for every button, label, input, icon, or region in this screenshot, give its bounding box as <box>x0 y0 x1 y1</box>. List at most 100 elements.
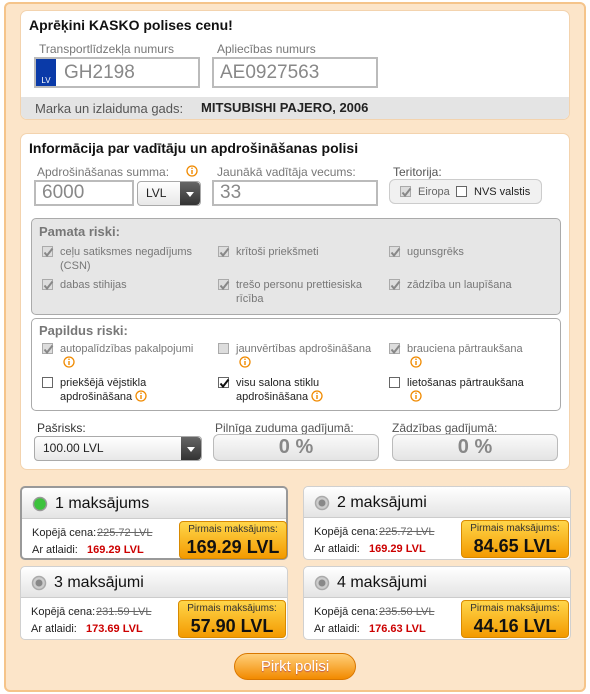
check <box>43 344 54 355</box>
buy-button[interactable]: Pirkt polisi <box>234 653 356 680</box>
icon-part <box>191 170 193 174</box>
icon-part <box>415 392 417 394</box>
payment-card[interactable]: 4 maksājumi Kopējā cena: 235.50 LVL Ar atla… <box>303 566 571 640</box>
info-icon <box>239 356 251 368</box>
first-payment: Pirmais maksājums: 169.29 LVL <box>179 521 287 559</box>
checkbox[interactable] <box>42 377 53 388</box>
payment-card[interactable]: 2 maksājumi Kopējā cena: 225.72 LVL Ar atla… <box>303 486 571 560</box>
checkbox <box>389 343 401 355</box>
check <box>219 378 230 389</box>
total: 225.72 LVL <box>379 526 435 538</box>
sum-input[interactable]: 6000 <box>34 180 134 206</box>
label: Pilnīga zuduma gadījumā: <box>215 421 354 435</box>
check-mark <box>219 247 230 258</box>
checkbox <box>218 343 229 354</box>
icon-part <box>68 361 70 365</box>
currency-select[interactable]: LVL <box>137 181 201 206</box>
info-icon <box>186 165 198 177</box>
info[interactable] <box>63 356 77 368</box>
icon-part <box>244 361 246 365</box>
total: 235.50 LVL <box>379 606 435 618</box>
vehicle-input[interactable]: GH2198 <box>34 57 200 88</box>
risk-label: autopalīdzības pakalpojumi <box>60 342 200 370</box>
flag-label: LV <box>41 76 51 85</box>
icon-part <box>415 361 417 365</box>
icon-part <box>191 167 193 169</box>
checkbox <box>389 246 401 258</box>
risk-label: brauciena pārtraukšana <box>407 342 527 370</box>
check-mark <box>401 187 412 198</box>
discount-label: Ar atlaidi: <box>314 543 360 555</box>
payment-card[interactable]: 3 maksājumi Kopējā cena: 231.59 LVL Ar atla… <box>20 566 288 640</box>
label: Apliecības numurs <box>217 42 316 56</box>
info[interactable] <box>311 390 325 402</box>
risk-text: lietošanas pārtraukšana <box>407 377 524 389</box>
eu-flag: LV <box>36 59 56 86</box>
radio <box>32 496 48 512</box>
risk-text: priekšējā vējstikla apdrošināšana <box>60 377 147 403</box>
info[interactable] <box>239 356 253 368</box>
radio <box>314 575 330 591</box>
info-icon <box>410 390 422 402</box>
total-label: Kopējā cena: <box>314 606 379 618</box>
icon-part <box>32 496 48 512</box>
check-mark <box>43 344 54 355</box>
total: 225.72 LVL <box>97 527 153 539</box>
checkbox <box>42 246 54 258</box>
info[interactable] <box>410 356 424 368</box>
cert-input[interactable]: AE0927563 <box>212 57 378 88</box>
payment-card[interactable]: 1 maksājums Kopējā cena: 225.72 LVL Ar atla… <box>20 486 288 560</box>
label: Transportlīdzekļa numurs <box>39 42 174 56</box>
check-mark <box>219 280 230 291</box>
vehicle-panel: Aprēķini KASKO polises cenu! Transportlī… <box>20 10 570 120</box>
check-mark <box>43 280 54 291</box>
checkbox <box>400 186 412 198</box>
first-payment: Pirmais maksājums: 57.90 LVL <box>178 600 286 638</box>
discount-label: Ar atlaidi: <box>32 544 78 556</box>
policy-panel: Informācija par vadītāju un apdrošināšan… <box>20 133 570 470</box>
card-header: 4 maksājumi <box>304 567 570 598</box>
checkbox <box>42 343 54 355</box>
first-label: Pirmais maksājums: <box>470 523 560 534</box>
first-label: Pirmais maksājums: <box>187 603 277 614</box>
check <box>390 247 401 258</box>
info[interactable] <box>410 390 424 402</box>
first-label: Pirmais maksājums: <box>188 524 278 535</box>
checkbox[interactable] <box>218 377 230 389</box>
info[interactable] <box>135 390 149 402</box>
title: Informācija par vadītāju un apdrošināšan… <box>29 140 359 156</box>
check <box>43 280 54 291</box>
label: Apdrošināšanas summa: <box>37 165 170 179</box>
checkbox[interactable] <box>456 186 467 197</box>
icon-part <box>318 499 326 507</box>
radio <box>31 575 47 591</box>
label: Jaunākā vadītāja vecums: <box>217 165 356 179</box>
check <box>390 344 401 355</box>
arrow <box>181 437 201 460</box>
model-label: Marka un izlaiduma gads: <box>35 101 184 116</box>
risk-text: krītoši priekšmeti <box>236 246 319 258</box>
risk-text: zādzība un laupīšana <box>407 279 512 291</box>
deductible: 100.00 LVL <box>43 441 104 455</box>
checkbox[interactable] <box>389 377 400 388</box>
check-mark <box>390 247 401 258</box>
check <box>401 187 412 198</box>
deductible-select[interactable]: 100.00 LVL <box>34 436 202 461</box>
title: Aprēķini KASKO polises cenu! <box>29 17 233 33</box>
check <box>219 280 230 291</box>
first-value: 57.90 LVL <box>190 616 274 636</box>
risk-label: trešo personu prettiesiska rīcība <box>236 278 386 306</box>
first-payment: Pirmais maksājums: 44.16 LVL <box>461 600 569 638</box>
check <box>43 247 54 258</box>
discount: 176.63 LVL <box>369 623 426 635</box>
label: Teritorija: <box>393 165 442 179</box>
age-input[interactable]: 33 <box>212 180 378 206</box>
total-label: Kopējā cena: <box>314 526 379 538</box>
label: Pašrisks: <box>37 421 86 435</box>
risk-label: priekšējā vējstikla apdrošināšana <box>60 376 200 404</box>
first-payment: Pirmais maksājums: 84.65 LVL <box>461 520 569 558</box>
group-title: Pamata riski: <box>39 224 120 239</box>
risk-text: visu salona stiklu apdrošināšana <box>236 377 320 403</box>
additional-risks: Papildus riski: autopalīdzības pakalpoju… <box>31 318 561 411</box>
risk-text: dabas stihijas <box>60 279 127 291</box>
